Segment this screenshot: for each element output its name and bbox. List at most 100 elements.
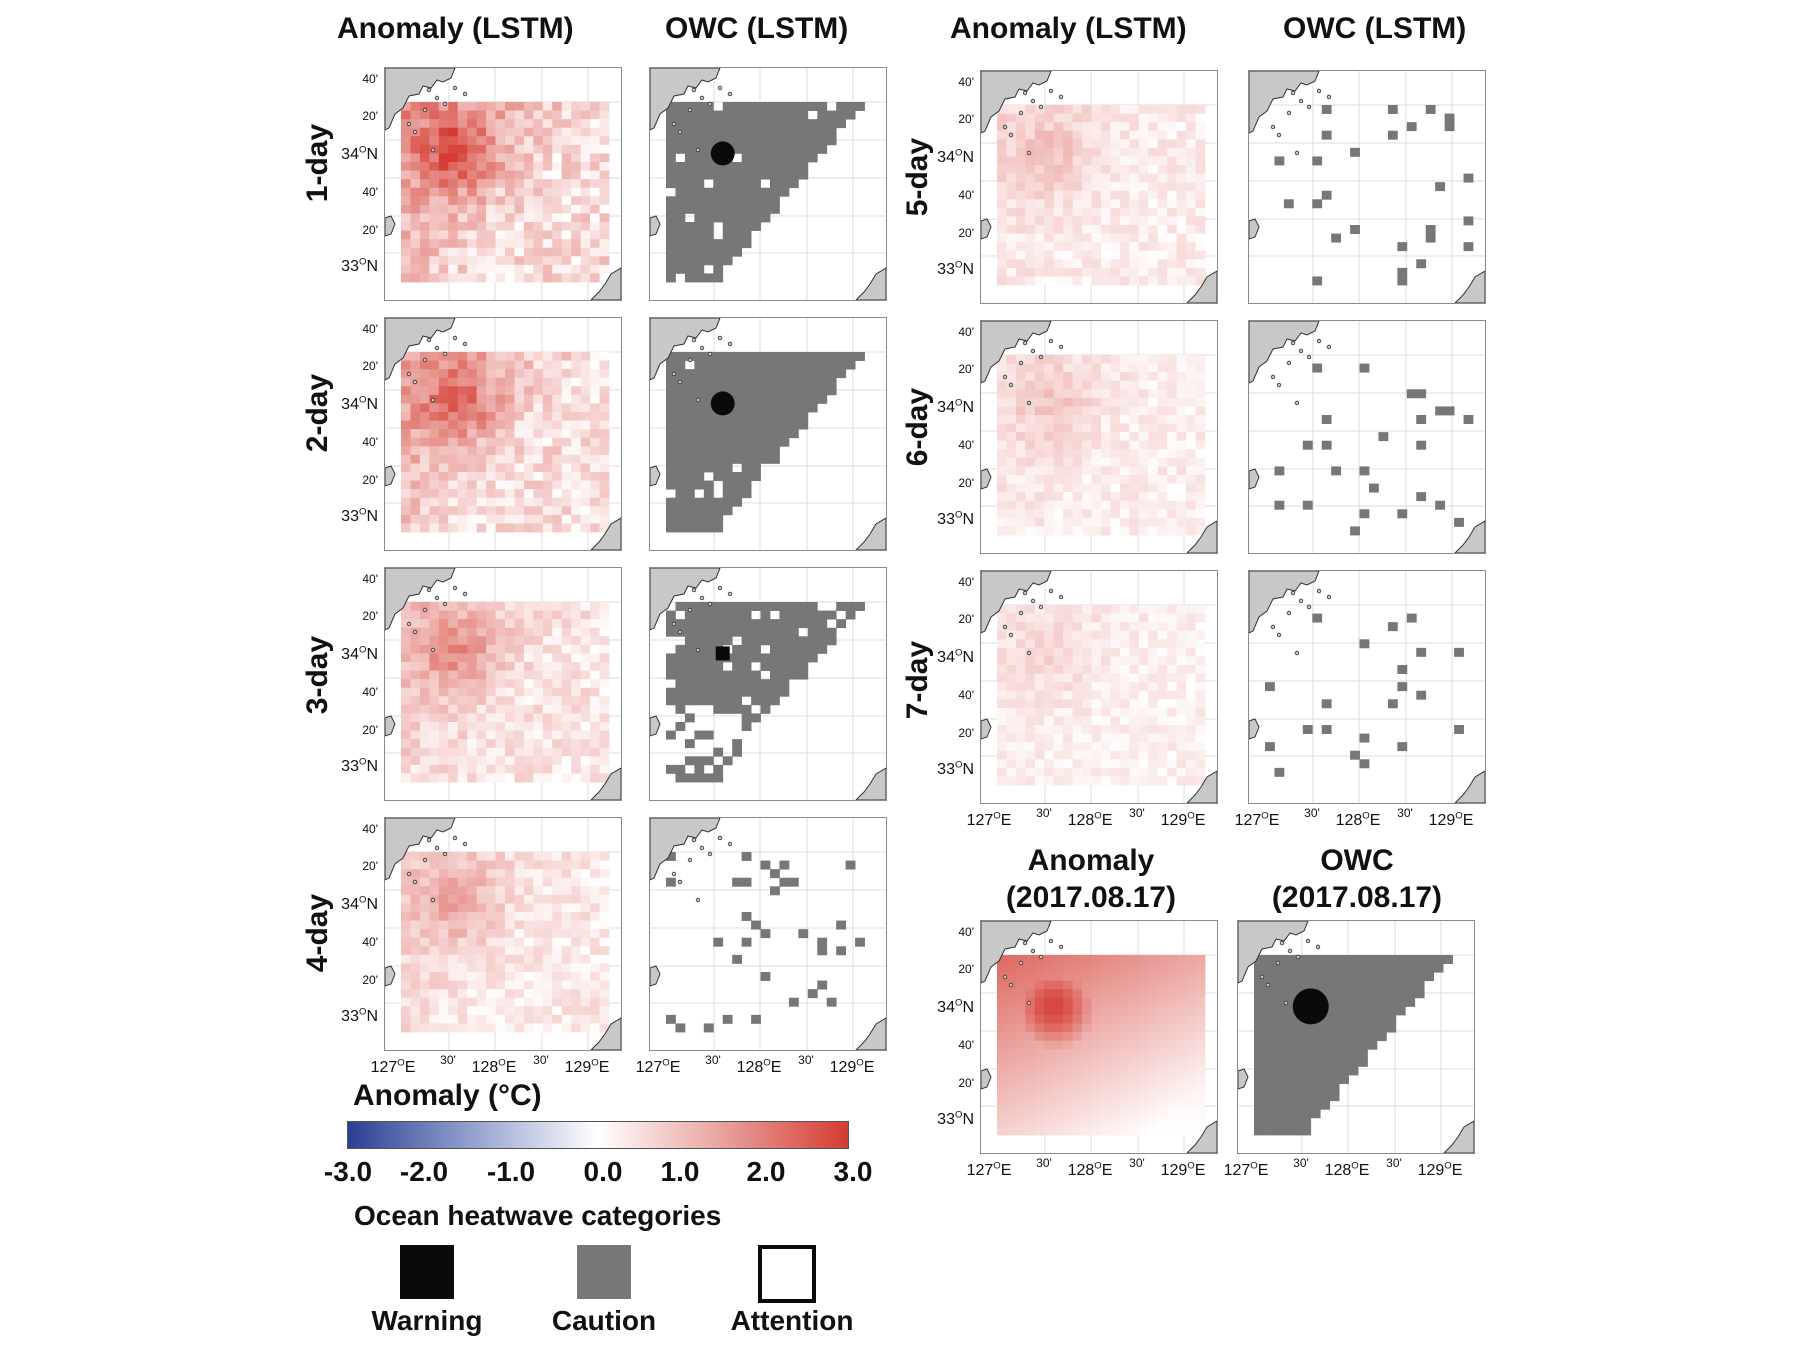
owc-map-panel: [1248, 70, 1486, 304]
latitude-tick-label: 20': [362, 223, 378, 237]
owc-map: [1249, 571, 1485, 803]
latitude-tick-label: 20': [958, 962, 974, 976]
coastline-land: [650, 818, 886, 1050]
categories-title: Ocean heatwave categories: [354, 1200, 722, 1231]
latitude-tick-label: 20': [362, 723, 378, 737]
grid-lines: [1249, 71, 1485, 303]
owc-map: [1249, 71, 1485, 303]
colorbar-tick: 2.0: [746, 1156, 786, 1187]
latitude-tick-label: 34ON: [341, 644, 378, 663]
latitude-tick-label: 40': [362, 685, 378, 699]
latitude-tick-label: 40': [362, 572, 378, 586]
latitude-tick-label: 40': [958, 1038, 974, 1052]
latitude-tick-label: 40': [362, 322, 378, 336]
colorbar-tick: -1.0: [486, 1156, 536, 1187]
anomaly-map: [385, 318, 621, 550]
owc-field: [666, 352, 865, 533]
latitude-tick-label: 40': [958, 925, 974, 939]
observed-owc-title-line1: OWC: [1320, 844, 1394, 877]
longitude-tick-label: 30': [1386, 1156, 1402, 1170]
owc-field: [1265, 613, 1464, 777]
longitude-tick-label: 30': [705, 1053, 721, 1067]
latitude-tick-label: 20': [958, 476, 974, 490]
longitude-tick-label: 128OE: [1324, 1160, 1370, 1179]
anomaly-map: [981, 571, 1217, 803]
owc-map-panel: [1237, 920, 1475, 1154]
longitude-tick-label: 128OE: [1067, 810, 1113, 829]
longitude-tick-label: 30': [1129, 1156, 1145, 1170]
longitude-tick-label: 129OE: [1160, 810, 1206, 829]
warning-region: [710, 141, 735, 166]
coastline-land: [981, 571, 1217, 803]
latitude-tick-label: 34ON: [937, 397, 974, 416]
longitude-tick-label: 127OE: [966, 1160, 1012, 1179]
latitude-tick-label: 40': [958, 688, 974, 702]
longitude-tick-label: 30': [1304, 806, 1320, 820]
latitude-tick-label: 20': [958, 362, 974, 376]
anomaly-map-panel: [980, 570, 1218, 804]
latitude-tick-label: 33ON: [341, 756, 378, 775]
anomaly-map-panel: [980, 70, 1218, 304]
caution-label: Caution: [551, 1305, 657, 1336]
longitude-tick-label: 129OE: [1160, 1160, 1206, 1179]
latitude-tick-label: 20': [958, 1076, 974, 1090]
colorbar-tick: 3.0: [833, 1156, 873, 1187]
longitude-tick-label: 30': [1293, 1156, 1309, 1170]
latitude-tick-label: 40': [958, 438, 974, 452]
anomaly-map: [385, 818, 621, 1050]
anomaly-map-panel: [384, 817, 622, 1051]
longitude-tick-label: 30': [1036, 1156, 1052, 1170]
coastline-land: [650, 568, 886, 800]
owc-map: [650, 568, 886, 800]
coastline-land: [385, 68, 621, 300]
anomaly-map-panel: [384, 567, 622, 801]
colorbar: [347, 1121, 849, 1149]
owc-map-panel: [649, 317, 887, 551]
longitude-tick-label: 129OE: [829, 1057, 875, 1076]
longitude-tick-label: 128OE: [1067, 1160, 1113, 1179]
latitude-tick-label: 33ON: [937, 759, 974, 778]
owc-map: [650, 68, 886, 300]
observed-anomaly-title-line2: (2017.08.17): [1005, 881, 1177, 914]
latitude-tick-label: 33ON: [937, 259, 974, 278]
anomaly-map: [981, 921, 1217, 1153]
anomaly-field: [401, 852, 610, 1033]
longitude-tick-label: 128OE: [471, 1057, 517, 1076]
owc-map: [650, 318, 886, 550]
column-title-owc-left: OWC (LSTM): [665, 12, 849, 45]
longitude-tick-label: 127OE: [1223, 1160, 1269, 1179]
latitude-tick-label: 20': [362, 473, 378, 487]
warning-swatch: [400, 1245, 454, 1299]
longitude-tick-label: 30': [1129, 806, 1145, 820]
coastline-land: [385, 318, 621, 550]
owc-map-panel: [649, 817, 887, 1051]
longitude-tick-label: 128OE: [736, 1057, 782, 1076]
observed-owc-title-line2: (2017.08.17): [1271, 881, 1443, 914]
anomaly-map: [385, 68, 621, 300]
latitude-tick-label: 20': [362, 859, 378, 873]
longitude-tick-label: 30': [1036, 806, 1052, 820]
latitude-tick-label: 40': [958, 575, 974, 589]
latitude-tick-label: 20': [958, 726, 974, 740]
coastline-land: [1249, 321, 1485, 553]
coastline-land: [385, 568, 621, 800]
colorbar-title: Anomaly (°C): [353, 1079, 542, 1112]
latitude-tick-label: 34ON: [937, 997, 974, 1016]
owc-map-panel: [1248, 320, 1486, 554]
anomaly-field: [401, 352, 610, 533]
longitude-tick-label: 127OE: [635, 1057, 681, 1076]
column-title-anomaly-left: Anomaly (LSTM): [337, 12, 574, 45]
longitude-tick-label: 30': [798, 1053, 814, 1067]
anomaly-field: [997, 355, 1206, 536]
column-title-owc-right: OWC (LSTM): [1283, 12, 1467, 45]
anomaly-map-panel: [384, 67, 622, 301]
anomaly-field: [997, 955, 1206, 1136]
longitude-tick-label: 128OE: [1335, 810, 1381, 829]
coastline-land: [1249, 571, 1485, 803]
owc-field: [1254, 955, 1453, 1136]
latitude-tick-label: 20': [958, 226, 974, 240]
latitude-tick-label: 33ON: [341, 1006, 378, 1025]
warning-region: [1292, 988, 1329, 1025]
attention-swatch: [758, 1245, 816, 1303]
colorbar-tick: 0.0: [583, 1156, 623, 1187]
